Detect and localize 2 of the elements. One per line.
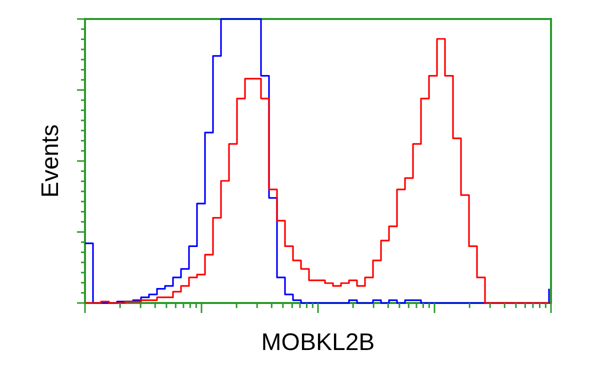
x-axis-title: MOBKL2B bbox=[261, 329, 375, 356]
y-axis-title: Events bbox=[37, 124, 64, 198]
